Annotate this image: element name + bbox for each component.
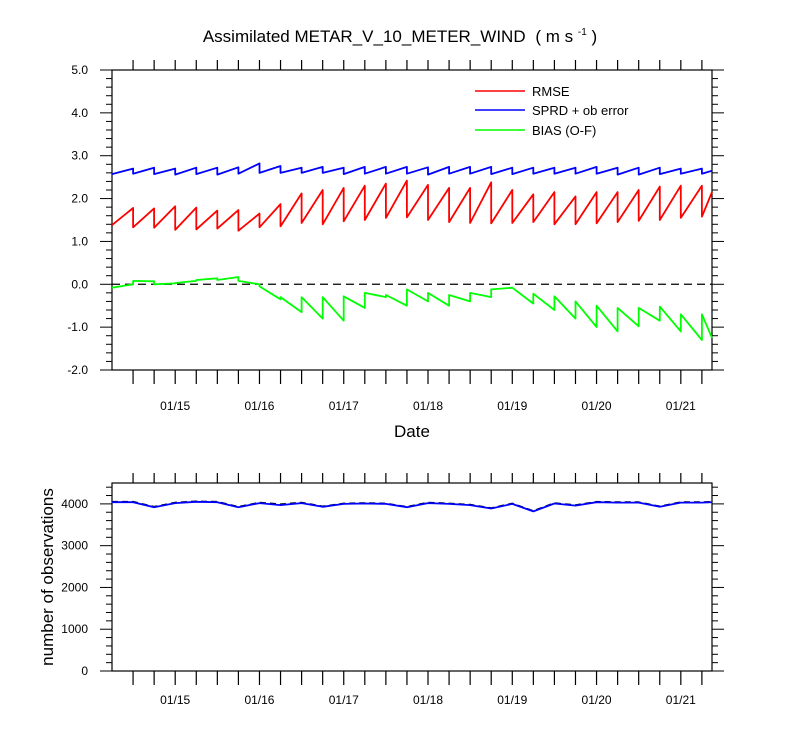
chart-title: Assimilated METAR_V_10_METER_WIND ( m s … xyxy=(203,20,597,46)
top-y-tick-labels: 5.0 4.0 3.0 2.0 1.0 0.0 -1.0 -2.0 xyxy=(67,63,88,377)
x-tick-label: 01/18 xyxy=(413,693,443,707)
chart-title-unit-close: ) xyxy=(592,27,598,46)
x-tick-label: 01/21 xyxy=(666,693,696,707)
y-tick-label: -1.0 xyxy=(67,320,88,334)
top-x-tick-labels: 01/15 01/16 01/17 01/18 01/19 01/20 01/21 xyxy=(160,399,696,413)
x-tick-label: 01/16 xyxy=(244,399,274,413)
bottom-x-tick-labels: 01/15 01/16 01/17 01/18 01/19 01/20 01/21 xyxy=(160,693,696,707)
y-tick-label: 0 xyxy=(81,664,88,678)
x-axis-title: Date xyxy=(394,422,430,441)
y-tick-label: -2.0 xyxy=(67,363,88,377)
series-line-bias-o-f xyxy=(111,276,713,341)
x-tick-label: 01/20 xyxy=(582,399,612,413)
legend: RMSE SPRD + ob error BIAS (O-F) xyxy=(475,84,629,138)
top-chart-panel: 5.04.03.02.01.00.0-1.0-2.0 01/15 01/16 01/… xyxy=(67,60,724,441)
y-axis-title-observations: number of observations xyxy=(38,488,57,666)
x-tick-label: 01/16 xyxy=(244,693,274,707)
chart-title-main: Assimilated METAR_V_10_METER_WIND xyxy=(203,27,526,46)
x-tick-label: 01/20 xyxy=(582,693,612,707)
x-tick-label: 01/15 xyxy=(160,693,190,707)
series-line-sprd-ob-error xyxy=(111,162,713,176)
y-tick-label: 5.0 xyxy=(71,63,88,77)
y-tick-label: 2000 xyxy=(61,580,88,594)
x-tick-label: 01/15 xyxy=(160,399,190,413)
x-tick-label: 01/21 xyxy=(666,399,696,413)
y-tick-label: 0.0 xyxy=(71,277,88,291)
bottom-axis-ticks xyxy=(100,473,724,685)
chart-title-unit-exp: -1 xyxy=(578,27,587,38)
bottom-plot-frame xyxy=(111,482,713,672)
top-plot-frame xyxy=(111,69,713,371)
legend-label-rmse: RMSE xyxy=(532,84,570,99)
y-tick-label: 2.0 xyxy=(71,192,88,206)
top-series-lines xyxy=(111,162,713,341)
y-tick-label: 1000 xyxy=(61,622,88,636)
series-line-obs-1 xyxy=(112,500,713,513)
y-tick-label: 3000 xyxy=(61,539,88,553)
y-tick-label: 1.0 xyxy=(71,234,88,248)
bottom-series-lines xyxy=(112,500,713,513)
y-tick-label: 3.0 xyxy=(71,149,88,163)
x-tick-label: 01/17 xyxy=(329,693,359,707)
series-line-rmse xyxy=(111,179,713,232)
top-axis-ticks xyxy=(100,60,724,384)
legend-label-bias: BIAS (O-F) xyxy=(532,123,596,138)
x-tick-label: 01/18 xyxy=(413,399,443,413)
x-tick-label: 01/17 xyxy=(329,399,359,413)
bottom-y-tick-labels: 4000 3000 2000 1000 0 xyxy=(61,497,88,678)
x-tick-label: 01/19 xyxy=(497,693,527,707)
y-tick-label: 4000 xyxy=(61,497,88,511)
x-tick-label: 01/19 xyxy=(497,399,527,413)
y-tick-label: 4.0 xyxy=(71,106,88,120)
chart-title-unit: ( m s xyxy=(535,27,573,46)
legend-label-sprd: SPRD + ob error xyxy=(532,103,629,118)
